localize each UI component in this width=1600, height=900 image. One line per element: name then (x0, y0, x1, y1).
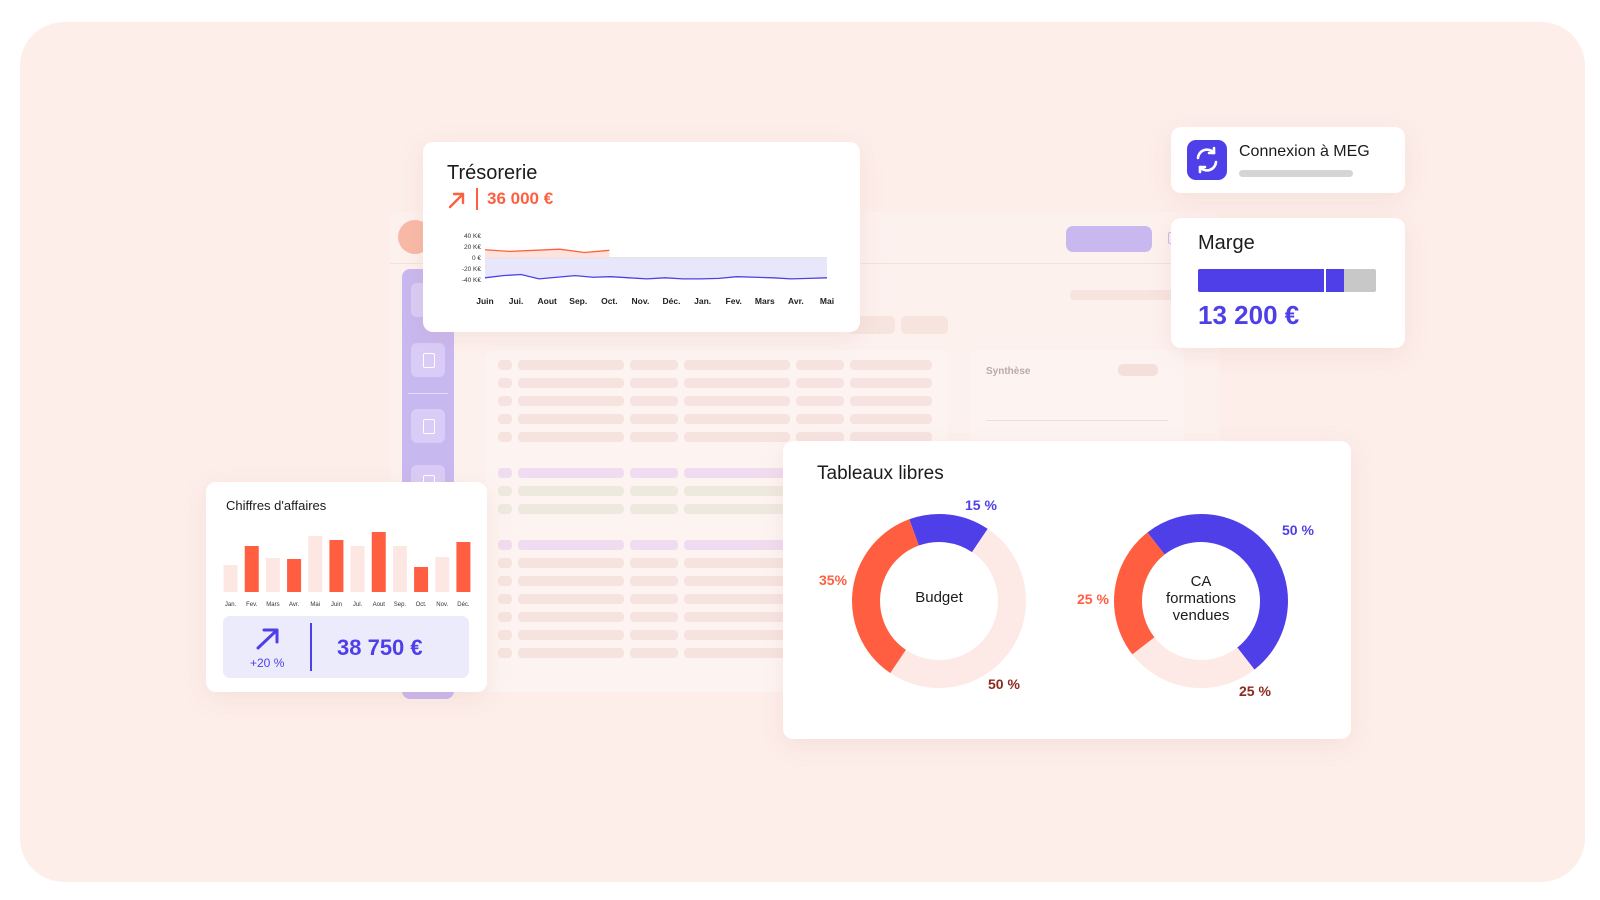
tableaux-libres-card: Tableaux libres Budget 15 % 50 % 35% CA … (783, 441, 1351, 739)
sync-icon (1187, 140, 1227, 180)
background-action-button[interactable] (1066, 226, 1152, 252)
tresorerie-x-tick: Fev. (726, 296, 742, 306)
marge-card: Marge 13 200 € (1171, 218, 1405, 348)
chiffres-affaires-x-tick: Jan. (225, 602, 237, 608)
chiffres-affaires-x-tick: Sep. (394, 602, 407, 608)
chiffres-affaires-x-tick: Aout (373, 602, 386, 608)
chiffres-affaires-summary: +20 % 38 750 € (223, 616, 469, 678)
budget-slice-label-blue: 15 % (965, 497, 997, 513)
ca-formations-slice-label-blue: 50 % (1282, 522, 1314, 538)
tresorerie-x-tick: Déc. (663, 296, 681, 306)
chiffres-affaires-bar (371, 532, 386, 592)
tresorerie-y-tick: -20 K€ (462, 266, 482, 273)
chiffres-affaires-bar (329, 540, 344, 592)
connexion-meg-label: Connexion à MEG (1239, 143, 1370, 160)
marge-title: Marge (1198, 232, 1255, 254)
chiffres-affaires-bar (308, 536, 323, 592)
chiffres-affaires-x-tick: Oct. (416, 602, 427, 608)
tresorerie-card: Trésorerie 36 000 € 40 K€ 20 K€ 0 € -20 K€ -… (423, 142, 860, 332)
chiffres-affaires-x-tick: Nov. (436, 602, 448, 608)
tresorerie-y-tick: 0 € (472, 255, 481, 262)
chiffres-affaires-value: 38 750 € (337, 635, 423, 660)
donut-slice-0 (1114, 514, 1288, 688)
tresorerie-y-tick: 40 K€ (464, 233, 481, 240)
budget-donut-label: Budget (915, 589, 963, 606)
chiffres-affaires-x-tick: Jul. (353, 602, 363, 608)
chiffres-affaires-bar (435, 557, 450, 592)
marge-progress-fill (1198, 269, 1344, 292)
chiffres-affaires-x-tick: Déc. (457, 602, 470, 608)
tresorerie-title: Trésorerie (447, 162, 538, 184)
synthese-label: Synthèse (986, 366, 1031, 377)
ca-formations-slice-label-orange: 25 % (1077, 591, 1109, 607)
chiffres-affaires-bar (287, 559, 302, 592)
ca-formations-label-line-3: vendues (1172, 607, 1230, 624)
budget-slice-label-orange: 35% (819, 572, 848, 588)
arrow-up-right-icon (448, 192, 465, 209)
tresorerie-y-tick: 20 K€ (464, 244, 481, 251)
chiffres-affaires-chart: Jan. Fev. Mars Avr. Mai Juin Jul. Aout Sep. Oct. N… (223, 532, 471, 608)
chiffres-affaires-title: Chiffres d'affaires (226, 498, 327, 513)
tresorerie-y-tick: -40 K€ (462, 277, 482, 284)
donut-slice-2 (852, 514, 1026, 688)
marge-progress-marker (1324, 269, 1327, 292)
sidebar-item-2[interactable] (411, 343, 445, 377)
tresorerie-value: 36 000 € (487, 189, 554, 208)
chiffres-affaires-card: Chiffres d'affaires Jan. Fev. Mars Avr. Mai J… (206, 482, 487, 692)
synthese-chart-baseline (986, 420, 1168, 421)
chiffres-affaires-bar (223, 565, 238, 592)
canvas-background: Synthèse Trésorerie 36 000 € 40 K€ 20 K€ 0… (20, 22, 1585, 882)
connexion-progress-bar (1239, 170, 1353, 177)
arrow-up-right-icon (256, 628, 279, 650)
tresorerie-x-tick: Mai (820, 296, 834, 306)
connexion-meg-card[interactable]: Connexion à MEG (1171, 127, 1405, 193)
sidebar-item-3[interactable] (411, 409, 445, 443)
chiffres-affaires-bar (414, 567, 429, 592)
tresorerie-x-tick: Mars (755, 296, 775, 306)
ca-formations-donut-label: CA formations vendues (1151, 573, 1251, 624)
background-tabs (848, 316, 948, 334)
chiffres-affaires-bar (265, 558, 280, 592)
ca-formations-label-line-1: CA (1190, 573, 1212, 590)
donut-slice-1 (1114, 514, 1288, 688)
chiffres-affaires-x-tick: Mai (310, 602, 320, 608)
chiffres-affaires-x-tick: Avr. (289, 602, 300, 608)
ca-formations-donut-chart (1114, 514, 1288, 688)
budget-slice-label-light: 50 % (988, 676, 1020, 692)
tableaux-libres-title: Tableaux libres (817, 463, 944, 484)
tresorerie-x-tick: Avr. (788, 296, 804, 306)
tresorerie-series-area (485, 258, 827, 279)
marge-progress-bar (1198, 269, 1376, 292)
chiffres-affaires-bar (244, 546, 259, 592)
tresorerie-x-tick: Aout (538, 296, 558, 306)
tresorerie-x-tick: Jui. (509, 296, 524, 306)
tresorerie-x-tick: Sep. (569, 296, 587, 306)
tresorerie-series-line (484, 248, 610, 254)
sidebar-divider (408, 393, 448, 394)
chiffres-affaires-bar (350, 546, 365, 592)
tresorerie-series-line (484, 273, 828, 280)
chiffres-affaires-growth: +20 % (250, 656, 285, 670)
tresorerie-x-tick: Oct. (601, 296, 618, 306)
tresorerie-chart: 40 K€ 20 K€ 0 € -20 K€ -40 K€ Juin Jui. Aout Sep… (462, 233, 834, 306)
chiffres-affaires-x-tick: Mars (266, 602, 279, 608)
tresorerie-divider (476, 188, 478, 210)
background-search-placeholder (1070, 290, 1190, 300)
chiffres-affaires-x-tick: Fev. (246, 602, 258, 608)
chiffres-affaires-divider (310, 623, 312, 671)
chiffres-affaires-bar (456, 542, 471, 592)
chiffres-affaires-x-tick: Juin (331, 602, 342, 608)
ca-formations-slice-label-light: 25 % (1239, 683, 1271, 699)
tresorerie-x-tick: Nov. (632, 296, 650, 306)
tresorerie-x-tick: Juin (476, 296, 493, 306)
ca-formations-label-line-2: formations (1165, 590, 1237, 607)
budget-donut-chart (852, 514, 1026, 688)
marge-value: 13 200 € (1198, 300, 1300, 330)
donut-slice-1 (852, 514, 1026, 688)
tresorerie-x-tick: Jan. (694, 296, 711, 306)
synthese-filter[interactable] (1118, 364, 1158, 376)
chiffres-affaires-bar (392, 546, 407, 592)
